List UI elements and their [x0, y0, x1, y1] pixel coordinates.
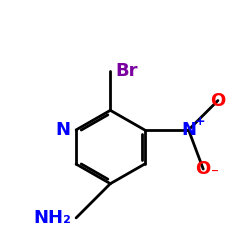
Text: +: + — [194, 115, 205, 128]
Text: ⁻: ⁻ — [212, 166, 220, 182]
Text: Br: Br — [115, 62, 138, 80]
Text: NH₂: NH₂ — [33, 209, 71, 227]
Text: N: N — [55, 121, 70, 139]
Text: N: N — [181, 121, 196, 139]
Text: O: O — [196, 160, 211, 178]
Text: O: O — [210, 92, 226, 110]
